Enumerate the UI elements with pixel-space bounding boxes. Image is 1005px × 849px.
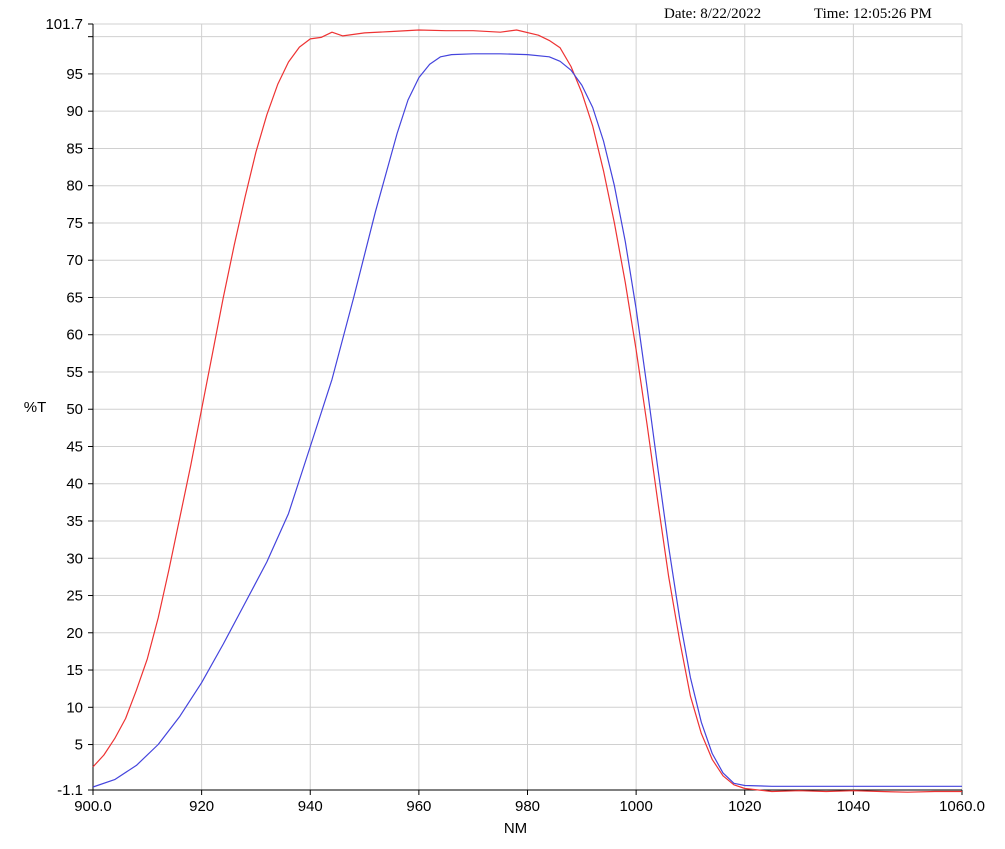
- y-tick-label: 40: [66, 476, 83, 493]
- y-tick-label: 85: [66, 140, 83, 157]
- x-tick-label: 900.0: [74, 798, 112, 815]
- time-label: Time:: [814, 6, 850, 22]
- y-tick-label: 90: [66, 103, 83, 120]
- x-tick-label: 1040: [837, 798, 870, 815]
- y-tick-label: 95: [66, 66, 83, 83]
- x-tick-label: 980: [515, 798, 540, 815]
- grid: [92, 23, 963, 791]
- date-readout: Date: 8/22/2022: [664, 6, 761, 23]
- time-readout: Time: 12:05:26 PM: [814, 6, 932, 23]
- y-tick-label: 80: [66, 178, 83, 195]
- y-tick-label: 101.7: [45, 16, 83, 33]
- series-line-1: [92, 29, 962, 793]
- y-tick-label: 55: [66, 364, 83, 381]
- x-tick-label: 1020: [728, 798, 761, 815]
- y-tick-label: 5: [75, 737, 83, 754]
- tick-labels: 900.0 920 940 960 980 1000 1020 1040 1060.0-1.15…: [45, 16, 984, 815]
- y-tick-label: 75: [66, 215, 83, 232]
- y-tick-label: 10: [66, 699, 83, 716]
- y-tick-label: 25: [66, 588, 83, 605]
- date-value: 8/22/2022: [700, 6, 762, 22]
- axes: [88, 23, 963, 795]
- y-tick-label: 50: [66, 401, 83, 418]
- y-tick-label: 35: [66, 513, 83, 530]
- x-tick-label: 960: [406, 798, 431, 815]
- y-tick-label: 70: [66, 252, 83, 269]
- y-tick-label: 15: [66, 662, 83, 679]
- series-line-2: [92, 53, 962, 788]
- time-value: 12:05:26 PM: [853, 6, 932, 22]
- y-tick-label: 60: [66, 327, 83, 344]
- y-tick-label: -1.1: [57, 782, 83, 799]
- x-tick-label: 920: [189, 798, 214, 815]
- date-label: Date:: [664, 6, 697, 22]
- x-tick-label: 940: [298, 798, 323, 815]
- y-tick-label: 30: [66, 550, 83, 567]
- x-tick-label: 1000: [619, 798, 652, 815]
- y-tick-label: 20: [66, 625, 83, 642]
- x-tick-label: 1060.0: [939, 798, 985, 815]
- y-axis-label: %T: [24, 399, 47, 416]
- y-tick-label: 65: [66, 289, 83, 306]
- x-axis-label: NM: [504, 820, 527, 837]
- series-group: [92, 29, 962, 793]
- y-tick-label: 45: [66, 438, 83, 455]
